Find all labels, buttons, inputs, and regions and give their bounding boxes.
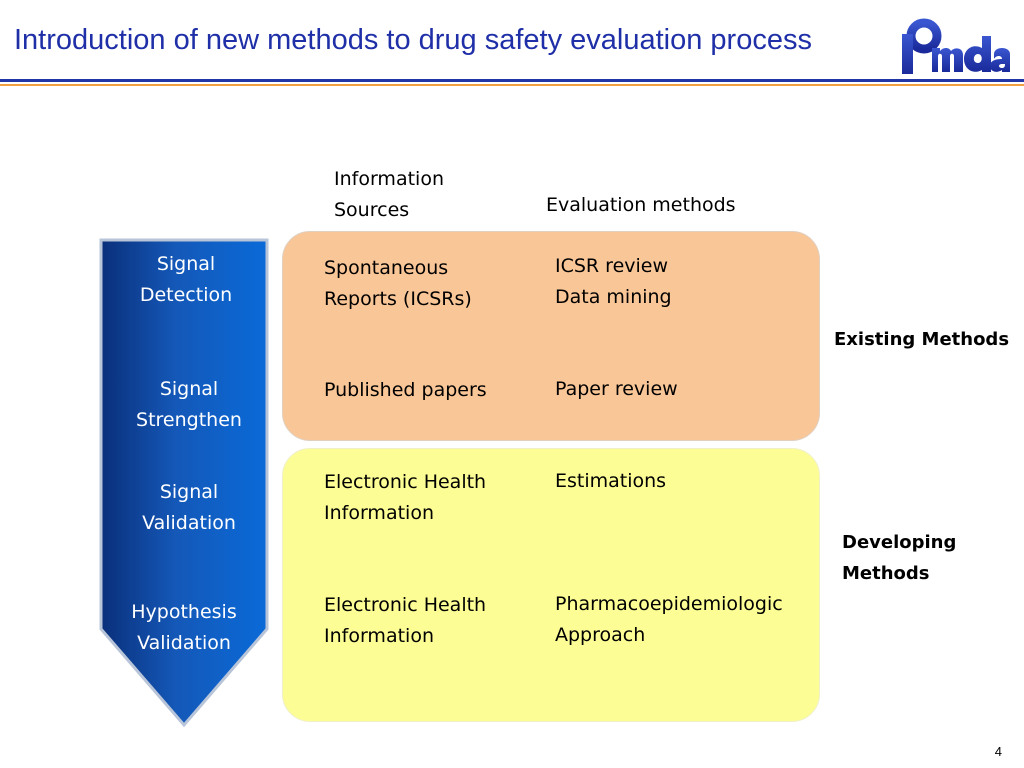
- stage-hypothesis-validation: Hypothesis Validation: [131, 601, 237, 654]
- existing-method-2: Paper review: [555, 378, 678, 400]
- developing-source-2: Electronic Health Information: [324, 594, 487, 647]
- stage-signal-strengthen: Signal Strengthen: [136, 378, 242, 431]
- header-evaluation-methods: Evaluation methods: [546, 194, 736, 216]
- developing-method-1: Estimations: [555, 470, 667, 492]
- title-rule-orange: [0, 84, 1024, 86]
- stage-signal-detection: Signal Detection: [139, 253, 233, 306]
- pmda-logo: [902, 18, 1010, 74]
- header-information-sources: Information Sources: [334, 168, 444, 221]
- existing-methods-box: [282, 231, 820, 441]
- existing-methods-label: Existing Methods: [834, 329, 1010, 350]
- developing-methods-box: [282, 448, 820, 722]
- page-number: 4: [994, 744, 1002, 759]
- stage-signal-validation: Signal Validation: [142, 481, 236, 534]
- existing-source-2: Published papers: [324, 379, 487, 401]
- existing-method-1: ICSR review Data mining: [555, 255, 672, 308]
- developing-source-1: Electronic Health Information: [324, 471, 487, 524]
- developing-methods-label: Developing Methods: [842, 532, 957, 584]
- title-rule-blue: [0, 79, 1024, 82]
- page-title: Introduction of new methods to drug safe…: [14, 24, 812, 56]
- process-arrow: [99, 238, 269, 728]
- existing-source-1: Spontaneous Reports (ICSRs): [324, 257, 472, 310]
- developing-method-2: Pharmacoepidemiologic Approach: [555, 593, 783, 646]
